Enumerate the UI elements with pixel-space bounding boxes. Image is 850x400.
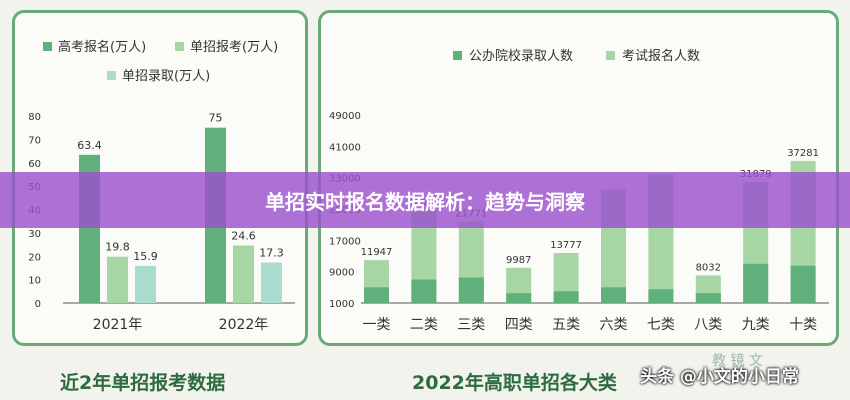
legend-label: 考试报名人数: [622, 48, 700, 64]
legend-label: 高考报名(万人): [58, 39, 146, 55]
legend-swatch: [43, 42, 52, 51]
left-caption: 近2年单招报考数据: [60, 372, 226, 394]
y-tick-label: 20: [28, 252, 41, 263]
y-tick-label: 49000: [329, 111, 361, 122]
y-tick-label: 1000: [329, 299, 354, 310]
y-tick-label: 80: [28, 112, 41, 123]
bar-value-label: 11947: [361, 247, 393, 258]
bar-value-label: 37281: [787, 148, 819, 159]
title-banner: 单招实时报名数据解析：趋势与洞察: [0, 172, 850, 228]
bar-value-label: 63.4: [77, 139, 102, 152]
bar-value-label: 75: [209, 112, 223, 125]
x-tick-label: 二类: [410, 317, 438, 333]
bar: [261, 262, 282, 303]
legend-label: 单招录取(万人): [122, 69, 210, 84]
y-tick-label: 30: [28, 229, 41, 240]
y-tick-label: 10: [28, 276, 41, 287]
x-tick-label: 三类: [457, 317, 485, 333]
y-tick-label: 17000: [329, 236, 361, 247]
bar-value-label: 9987: [506, 255, 531, 266]
bar-admitted: [506, 293, 532, 303]
y-tick-label: 60: [28, 159, 41, 170]
bar-value-label: 15.9: [133, 250, 158, 263]
y-tick-label: 0: [35, 299, 41, 310]
legend-swatch: [107, 71, 116, 80]
y-tick-label: 9000: [329, 268, 354, 279]
x-tick-label: 2021年: [93, 317, 143, 333]
bar-admitted: [790, 265, 816, 303]
legend-swatch: [175, 42, 184, 51]
bar-admitted: [458, 277, 484, 303]
bar-value-label: 13777: [550, 240, 582, 251]
bar-value-label: 19.8: [105, 241, 130, 254]
bar-admitted: [743, 263, 769, 303]
bar-admitted: [411, 279, 437, 303]
x-tick-label: 六类: [600, 317, 628, 333]
bar: [135, 265, 156, 303]
bar-admitted: [553, 291, 579, 303]
x-tick-label: 四类: [505, 317, 533, 333]
bar-value-label: 17.3: [259, 247, 284, 260]
bar-admitted: [695, 293, 721, 303]
banner-title: 单招实时报名数据解析：趋势与洞察: [265, 189, 585, 214]
x-tick-label: 七类: [647, 317, 675, 333]
legend-swatch: [453, 51, 462, 60]
x-tick-label: 九类: [742, 317, 770, 333]
watermark-logo: 教 镜 文: [712, 353, 763, 369]
legend-label: 单招报考(万人): [190, 40, 278, 55]
bar: [107, 256, 128, 303]
y-tick-label: 41000: [329, 142, 361, 153]
watermark-text: 头条 @小文的小日常: [640, 367, 799, 387]
x-tick-label: 八类: [694, 317, 722, 333]
legend-swatch: [606, 51, 615, 60]
bar: [233, 245, 254, 303]
legend-label: 公办院校录取人数: [469, 48, 573, 64]
bar-value-label: 24.6: [231, 229, 256, 242]
y-tick-label: 70: [28, 135, 41, 146]
x-tick-label: 十类: [789, 317, 817, 333]
bar-admitted: [648, 289, 674, 303]
right-caption: 2022年高职单招各大类: [412, 372, 617, 394]
bar-admitted: [601, 287, 626, 303]
x-tick-label: 五类: [552, 317, 580, 333]
x-tick-label: 一类: [363, 317, 391, 333]
bar-admitted: [364, 287, 389, 303]
bar-value-label: 8032: [696, 262, 721, 273]
x-tick-label: 2022年: [219, 317, 269, 333]
